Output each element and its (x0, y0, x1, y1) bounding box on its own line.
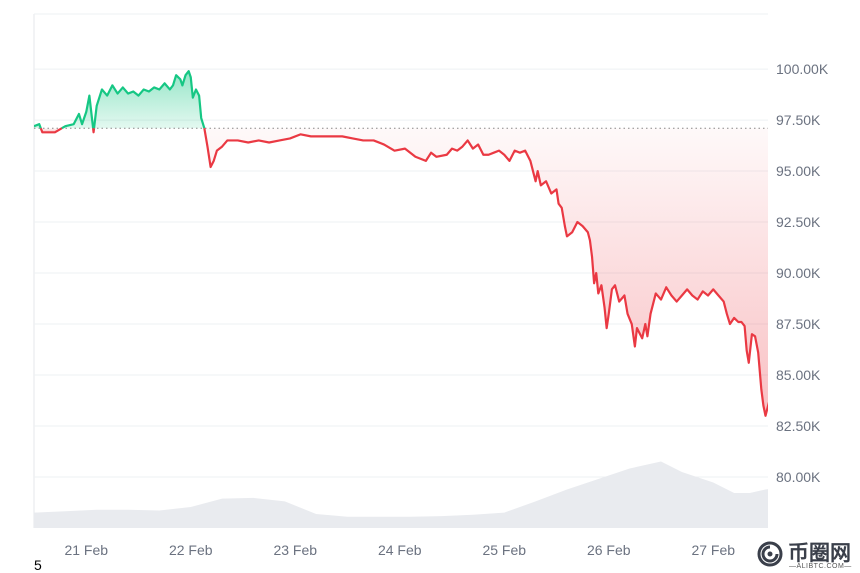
y-tick-label: 87.50K (776, 316, 821, 332)
y-tick-label: 97.50K (776, 112, 821, 128)
watermark-logo-icon (757, 541, 783, 567)
watermark-brand: 币圈网 (788, 542, 851, 565)
down-price-line (203, 128, 768, 417)
y-axis: 100.00K 97.50K 95.00K 92.50K 90.00K 87.50K 85.… (776, 61, 829, 485)
y-tick-label: 95.00K (776, 163, 821, 179)
x-tick-label: 23 Feb (273, 542, 317, 558)
x-tick-label: 26 Feb (587, 542, 631, 558)
volume-area (34, 461, 768, 528)
y-tick-label: 80.00K (776, 469, 821, 485)
x-tick-label: 24 Feb (378, 542, 422, 558)
x-tick-label: 25 Feb (482, 542, 526, 558)
up-fill-area (94, 71, 205, 129)
x-tick-label: 21 Feb (64, 542, 108, 558)
y-tick-label: 100.00K (776, 61, 829, 77)
x-tick-label: 22 Feb (169, 542, 213, 558)
page-number: 5 (34, 557, 42, 573)
up-price-line (92, 70, 206, 129)
watermark: 币圈网 —ALIBTC.COM— (752, 537, 860, 573)
up-price-line (61, 94, 95, 130)
price-fill (34, 71, 768, 416)
down-fill-area (204, 128, 768, 416)
x-axis: 21 Feb 22 Feb 23 Feb 24 Feb 25 Feb 26 Feb 27 F… (64, 542, 735, 558)
y-tick-label: 82.50K (776, 418, 821, 434)
down-price-line (39, 127, 63, 134)
y-tick-label: 85.00K (776, 367, 821, 383)
y-tick-label: 92.50K (776, 214, 821, 230)
down-price-line (92, 128, 96, 134)
grid-lines (33, 13, 768, 528)
price-line (34, 70, 768, 417)
up-price-line (34, 123, 42, 129)
x-tick-label: 27 Feb (691, 542, 735, 558)
watermark-domain: —ALIBTC.COM— (789, 563, 852, 570)
up-fill-area (61, 95, 94, 129)
y-tick-label: 90.00K (776, 265, 821, 281)
volume-area-shape (34, 461, 768, 528)
